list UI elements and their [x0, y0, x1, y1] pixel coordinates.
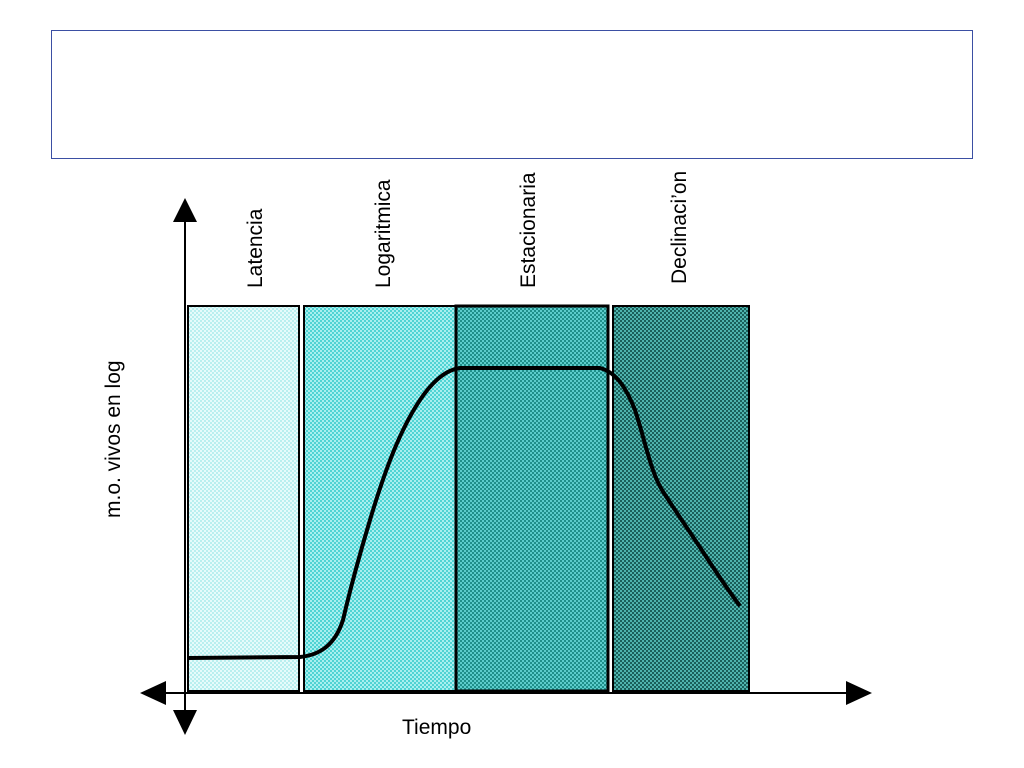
- x-axis-arrow-right-icon: [846, 681, 872, 705]
- phase-region-latencia: [187, 305, 300, 692]
- y-axis-arrow-up-icon: [173, 198, 197, 222]
- phase-label-estacionaria: Estacionaria: [517, 172, 540, 288]
- y-axis-label: m.o. vivos en log: [102, 360, 125, 518]
- growth-curve: [187, 366, 742, 660]
- phase-region-logaritmica: [303, 305, 457, 692]
- x-axis-arrow-left-icon: [140, 681, 166, 705]
- phase-region-declinacion: [612, 305, 750, 692]
- phase-region-estacionaria: [454, 304, 610, 693]
- x-axis-label: Tiempo: [402, 716, 471, 739]
- phase-label-logaritmica: Logaritmica: [372, 179, 395, 288]
- title-placeholder[interactable]: [51, 30, 973, 159]
- y-axis-arrow-down-icon: [173, 710, 197, 735]
- phase-label-latencia: Latencia: [244, 208, 267, 288]
- phase-label-declinacion: Declinaci’on: [668, 171, 691, 284]
